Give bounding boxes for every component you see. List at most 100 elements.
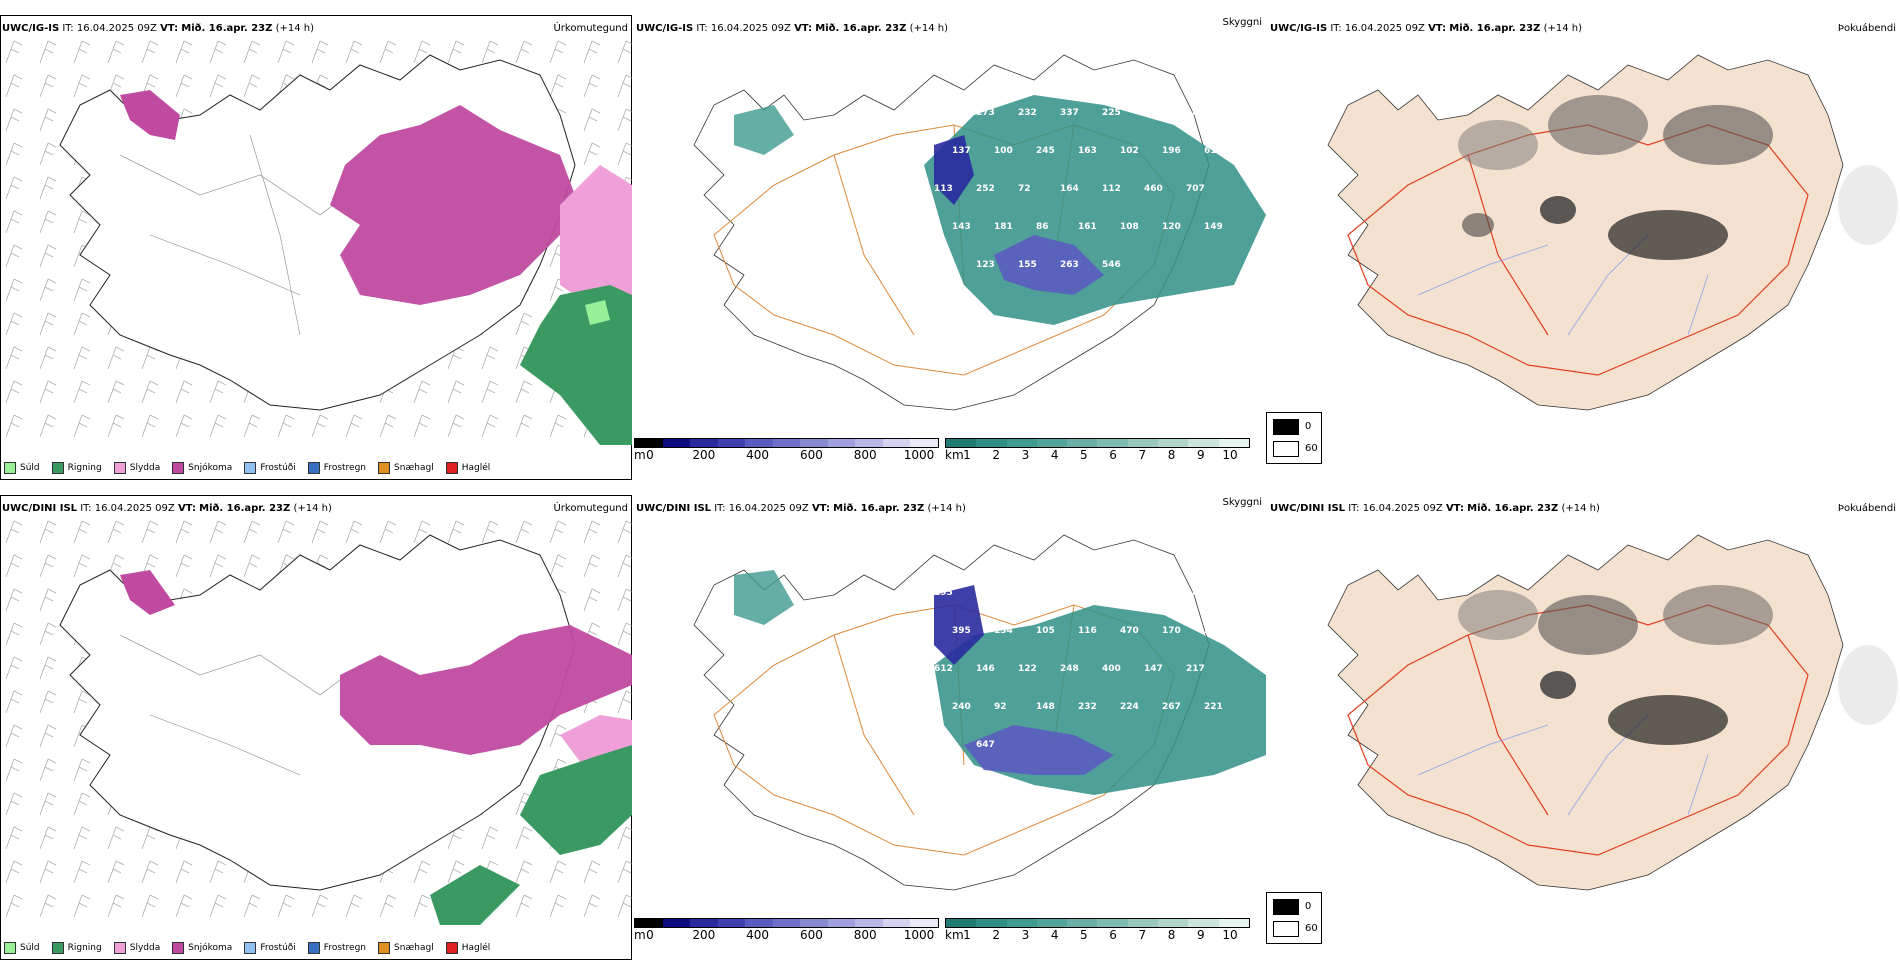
colorbar-segment xyxy=(882,919,911,927)
cloudbase-label: 181 xyxy=(994,222,1013,232)
colorbar-segment xyxy=(976,439,1007,447)
cloudbase-label: 72 xyxy=(1018,184,1031,194)
cloudbase-label: 163 xyxy=(1078,146,1097,156)
colorbar-segment xyxy=(662,919,691,927)
panel-variable-name: Þokuábendi xyxy=(1837,23,1896,34)
colorbar-tick-label: 6 xyxy=(1109,928,1117,942)
colorbar-segment xyxy=(827,919,856,927)
fog-legend-swatch-light xyxy=(1273,441,1299,457)
fog-patch xyxy=(1462,213,1494,237)
colorbar-segment xyxy=(976,919,1007,927)
legend-item: Snæhagl xyxy=(378,462,434,474)
cloudbase-label: 100 xyxy=(994,146,1013,156)
cloudbase-label: 324 xyxy=(1102,588,1121,598)
legend-item: Frostúði xyxy=(244,462,296,474)
colorbar-segment xyxy=(882,439,911,447)
cloudbase-colorbar: 0 200 400 600 800 1000 m xyxy=(634,438,939,462)
colorbar-tick-label: 0 xyxy=(646,928,654,942)
legend-item: Haglél xyxy=(445,942,490,954)
legend-item: Súld xyxy=(4,462,40,474)
colorbar-segment xyxy=(1067,919,1098,927)
colorbar-segment xyxy=(800,919,828,927)
precip-legend: Súld Rigning Slydda Snjókoma Frostúði Fr… xyxy=(4,462,490,474)
colorbar-tick-label: 400 xyxy=(746,928,770,942)
panel-variable-name: Úrkomutegund xyxy=(553,23,628,34)
colorbar-tick-label: 3 xyxy=(1021,448,1030,462)
visibility-panel: UWC/DINI ISL IT: 16.04.2025 09Z VT: Mið.… xyxy=(634,495,1266,960)
height-colorbar-ticks: 1 2 3 4 5 6 7 8 9 10 xyxy=(945,448,1250,462)
colorbar-tick-label: 600 xyxy=(799,448,823,462)
cloudbase-label: 217 xyxy=(1186,664,1205,674)
swatch-frostregn xyxy=(307,942,320,954)
fog-legend-label: 0 xyxy=(1305,901,1312,912)
cloudbase-label: 224 xyxy=(1120,702,1139,712)
iceland-outline xyxy=(1327,534,1844,891)
panel-variable-name: Skyggni xyxy=(1222,17,1262,28)
colorbar-tick-label: 600 xyxy=(799,928,823,942)
colorbar-tick-label: 2 xyxy=(992,928,1001,942)
cloudbase-label: 137 xyxy=(952,146,971,156)
cloudbase-label: 190 xyxy=(1018,588,1037,598)
fog-legend-label: 60 xyxy=(1305,923,1318,934)
colorbar-segment xyxy=(1127,439,1159,447)
colorbar-segment xyxy=(946,439,977,447)
colorbar-segment xyxy=(717,919,746,927)
colorbar-tick-label: 7 xyxy=(1138,448,1147,462)
panel-title: UWC/IG-IS IT: 16.04.2025 09Z VT: Mið. 16… xyxy=(636,23,948,34)
cloudbase-label: 232 xyxy=(1018,108,1037,118)
cloudbase-label: 196 xyxy=(1162,146,1181,156)
fog-legend: 0 60 xyxy=(1266,892,1322,944)
cloudbase-label: 337 xyxy=(1060,108,1079,118)
cloudbase-labels: 195 168 190 289 324 282 186 395 134 105 116 470 170 2… xyxy=(934,588,1223,750)
colorbar-segment xyxy=(717,439,746,447)
colorbar-tick-label: 6 xyxy=(1109,448,1117,462)
colorbar-tick-label: 5 xyxy=(1080,448,1088,462)
snow-area-nw xyxy=(120,570,175,615)
cloudbase-label: 134 xyxy=(994,626,1013,636)
fog-map xyxy=(1327,534,1898,891)
swatch-rigning xyxy=(51,942,64,954)
colorbar-tick-label: 9 xyxy=(1196,928,1205,942)
swatch-suld xyxy=(4,462,16,474)
colorbar-tick-label: 8 xyxy=(1167,928,1176,942)
cloudbase-label: 113 xyxy=(934,184,953,194)
cloudbase-label: 164 xyxy=(1060,184,1079,194)
legend-item: Rigning xyxy=(51,942,102,954)
cloudbase-label: 612 xyxy=(934,664,953,674)
cloudbase-label: 460 xyxy=(1144,184,1163,194)
legend-item: Súld xyxy=(4,942,40,954)
cloudbase-label: 123 xyxy=(976,260,995,270)
swatch-snjokoma xyxy=(172,462,185,474)
swatch-snjokoma xyxy=(172,942,185,954)
cloudbase-label: 149 xyxy=(1204,222,1223,232)
legend-item: Snjókoma xyxy=(172,462,232,474)
fog-patch xyxy=(1458,590,1538,640)
colorbar-segment xyxy=(1006,919,1037,927)
swatch-slydda xyxy=(113,462,126,474)
swatch-frostregn xyxy=(307,462,320,474)
cloudbase-unit: m xyxy=(634,448,646,462)
colorbar-tick-label: 400 xyxy=(746,448,770,462)
colorbar-segment xyxy=(1036,439,1068,447)
colorbar-segment xyxy=(635,439,663,447)
height-colorbar: 1 2 3 4 5 6 7 8 9 10 km xyxy=(945,918,1250,942)
cloudbase-label: 546 xyxy=(1102,260,1121,270)
colorbar-segment xyxy=(745,919,773,927)
cloudbase-label: 252 xyxy=(976,184,995,194)
cloudbase-label: 148 xyxy=(1036,702,1055,712)
fog-legend-swatch-light xyxy=(1273,921,1299,937)
cloudbase-colorbar-bar xyxy=(634,438,939,448)
cloudbase-label: 155 xyxy=(1018,260,1037,270)
cloud-low-base xyxy=(994,235,1104,295)
swatch-slydda xyxy=(113,942,126,954)
cloud-map: 195 168 190 289 324 282 186 395 134 105 116 470 170 2… xyxy=(693,534,1266,891)
colorbar-segment xyxy=(1218,919,1249,927)
cloudbase-label: 143 xyxy=(952,222,971,232)
colorbar-segment xyxy=(855,919,883,927)
colorbar-tick-label: 8 xyxy=(1167,448,1176,462)
rain-area xyxy=(520,285,632,445)
colorbar-tick-label: 1 xyxy=(963,448,971,462)
cloud-nw xyxy=(734,570,794,625)
snow-area xyxy=(340,625,632,755)
colorbar-segment xyxy=(910,919,938,927)
